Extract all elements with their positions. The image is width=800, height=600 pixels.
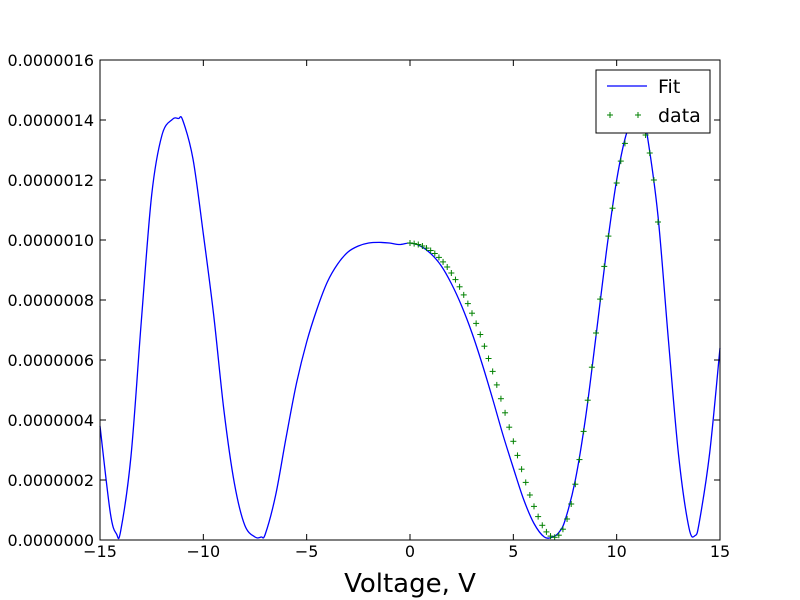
y-tick-label: 0.0000006 — [7, 351, 94, 370]
data-point — [526, 492, 533, 498]
x-tick-label: −5 — [295, 542, 319, 561]
data-point — [419, 243, 426, 249]
data-point — [423, 245, 430, 252]
x-axis: −15 −10 −5 0 5 10 15 — [83, 60, 730, 561]
data-point — [477, 331, 484, 338]
y-tick-label: 0.0000002 — [7, 471, 94, 490]
data-point — [427, 247, 434, 254]
data-point — [489, 368, 496, 375]
y-tick-label: 0.0000016 — [7, 51, 94, 70]
data-point — [559, 526, 566, 533]
data-point — [481, 343, 488, 350]
data-point — [568, 501, 575, 507]
data-point — [473, 320, 480, 327]
data-point — [535, 513, 542, 520]
data-point — [593, 330, 599, 336]
data-point — [411, 240, 418, 247]
data-point — [522, 479, 529, 486]
data-point — [435, 254, 442, 261]
data-point — [617, 158, 624, 165]
y-tick-label: 0.0000012 — [7, 171, 94, 190]
data-point — [588, 364, 595, 371]
data-point — [485, 355, 492, 362]
data-point — [407, 240, 413, 246]
data-point — [493, 381, 500, 388]
legend-data-label: data — [658, 105, 701, 127]
data-point — [531, 503, 537, 510]
data-point — [564, 516, 571, 522]
data-point — [456, 283, 463, 290]
data-point — [650, 177, 657, 183]
data-point — [539, 522, 546, 529]
y-tick-label: 0.0000004 — [7, 411, 94, 430]
data-point — [621, 140, 628, 147]
x-tick-label: −15 — [83, 542, 117, 561]
data-point — [469, 310, 475, 317]
data-point — [464, 300, 471, 307]
data-point — [597, 296, 604, 303]
data-point — [506, 424, 513, 431]
data-point — [518, 466, 525, 473]
data-point — [444, 264, 451, 270]
data-point — [584, 397, 591, 404]
data-point — [431, 250, 438, 257]
data-point — [613, 180, 620, 186]
data-point — [543, 528, 550, 535]
x-tick-label: 10 — [606, 542, 626, 561]
data-point — [555, 532, 562, 539]
data-point — [497, 395, 504, 402]
y-axis: 0.0000000 0.0000002 0.0000004 0.0000006 0.00… — [7, 51, 720, 550]
legend-data-swatch — [607, 112, 641, 118]
x-tick-label: 5 — [508, 542, 518, 561]
data-point — [655, 219, 661, 225]
data-point — [452, 276, 459, 283]
data-point — [448, 270, 455, 276]
data-point — [551, 534, 558, 541]
data-point — [510, 438, 517, 445]
data-point — [601, 263, 608, 270]
data-point — [580, 428, 587, 435]
x-axis-label: Voltage, V — [344, 569, 476, 599]
x-tick-label: 15 — [710, 542, 730, 561]
y-tick-label: 0.0000010 — [7, 231, 94, 250]
data-point — [609, 205, 616, 212]
data-point — [605, 233, 612, 240]
data-point — [576, 456, 583, 463]
data-point — [572, 481, 579, 488]
y-tick-label: 0.0000014 — [7, 111, 94, 130]
x-tick-label: −10 — [186, 542, 220, 561]
data-point — [646, 150, 653, 156]
data-point — [440, 258, 447, 265]
data-point — [514, 452, 521, 459]
legend-box — [595, 69, 711, 134]
y-tick-label: 0.0000008 — [7, 291, 94, 310]
legend-fit-label: Fit — [658, 76, 680, 98]
x-tick-label: 0 — [405, 542, 415, 561]
legend: Fit data — [595, 69, 711, 134]
data-point — [415, 241, 422, 248]
data-point — [460, 291, 467, 298]
data-point — [502, 409, 509, 416]
data-point — [547, 533, 554, 540]
y-tick-label: 0.0000000 — [7, 531, 94, 550]
